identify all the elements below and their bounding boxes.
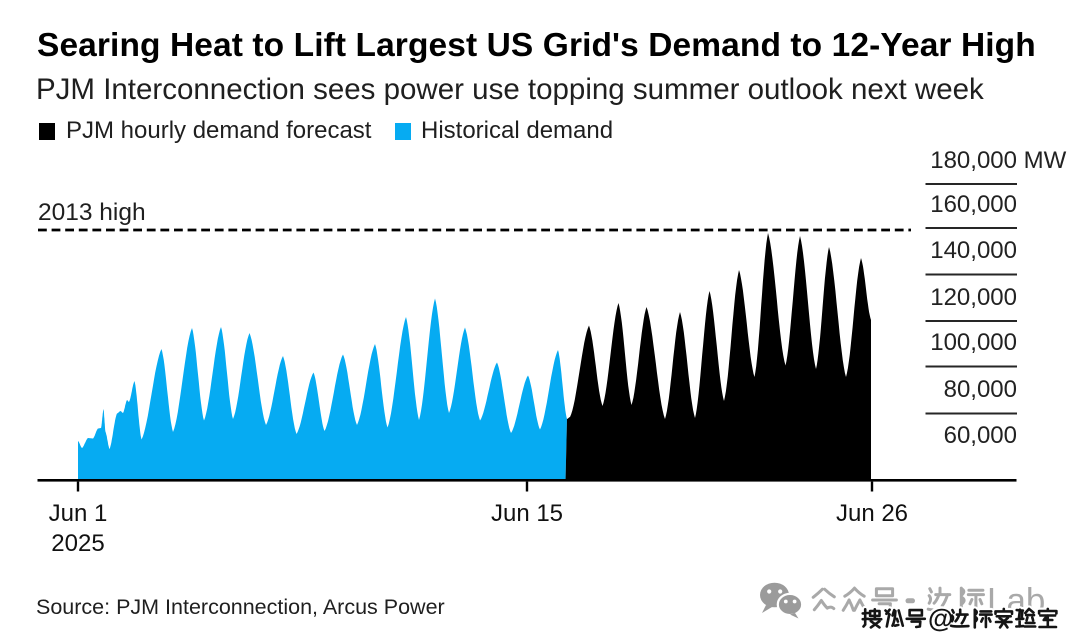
svg-text:@: @ [928,603,953,633]
svg-text:@: @ [928,603,953,633]
